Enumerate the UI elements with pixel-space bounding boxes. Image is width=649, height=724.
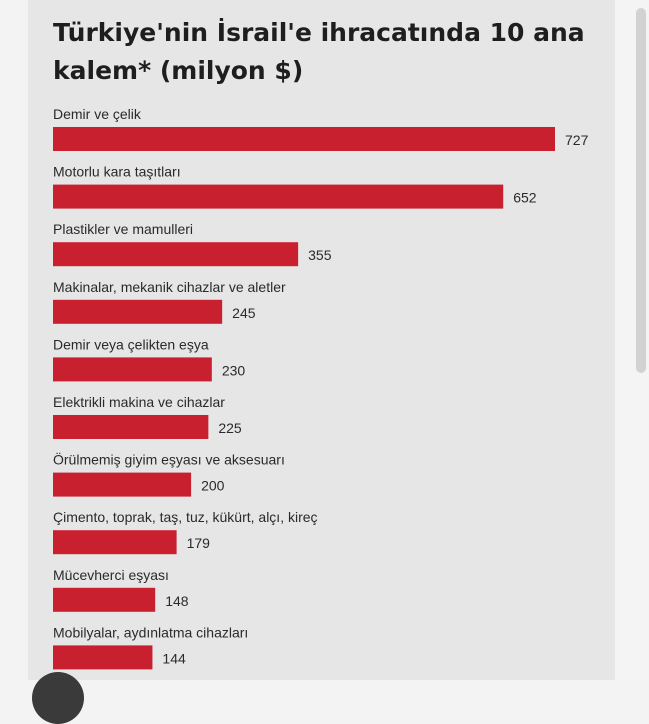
category-label: Demir veya çelikten eşya [53, 336, 209, 352]
bar [53, 472, 192, 497]
value-label: 652 [513, 190, 537, 206]
bar-chart: Demir ve çelik 727 Motorlu kara taşıtları 6… [53, 106, 589, 670]
bar [53, 415, 209, 439]
bar [53, 357, 212, 382]
bar [53, 645, 153, 670]
chart-card: Türkiye'nin İsrail'e ihracatında 10 ana … [28, 0, 615, 680]
category-label: Plastikler ve mamulleri [53, 221, 193, 237]
value-label: 230 [222, 362, 246, 378]
bar [53, 299, 223, 324]
value-label: 355 [308, 247, 332, 263]
value-label: 144 [162, 650, 186, 666]
value-label: 200 [201, 478, 225, 494]
bar [53, 127, 555, 151]
bar [53, 184, 504, 209]
bar [53, 242, 299, 267]
bar [53, 587, 156, 612]
value-label: 727 [565, 132, 589, 148]
value-label: 225 [218, 420, 242, 436]
category-label: Çimento, toprak, taş, tuz, kükürt, alçı,… [53, 509, 318, 525]
scrollbar-thumb[interactable] [636, 8, 646, 373]
value-label: 148 [165, 593, 189, 609]
category-label: Mobilyalar, aydınlatma cihazları [53, 624, 248, 640]
bar [53, 530, 177, 555]
category-label: Örülmemiş giyim eşyası ve aksesuarı [53, 451, 285, 468]
value-label: 245 [232, 305, 256, 321]
chart-title: Türkiye'nin İsrail'e ihracatında 10 ana … [53, 18, 585, 85]
category-label: Makinalar, mekanik cihazlar ve aletler [53, 279, 286, 295]
category-label: Motorlu kara taşıtları [53, 164, 181, 180]
value-label: 179 [187, 535, 211, 551]
category-label: Demir ve çelik [53, 106, 142, 122]
category-label: Elektrikli makina ve cihazlar [53, 394, 225, 410]
category-label: Mücevherci eşyası [53, 567, 169, 583]
